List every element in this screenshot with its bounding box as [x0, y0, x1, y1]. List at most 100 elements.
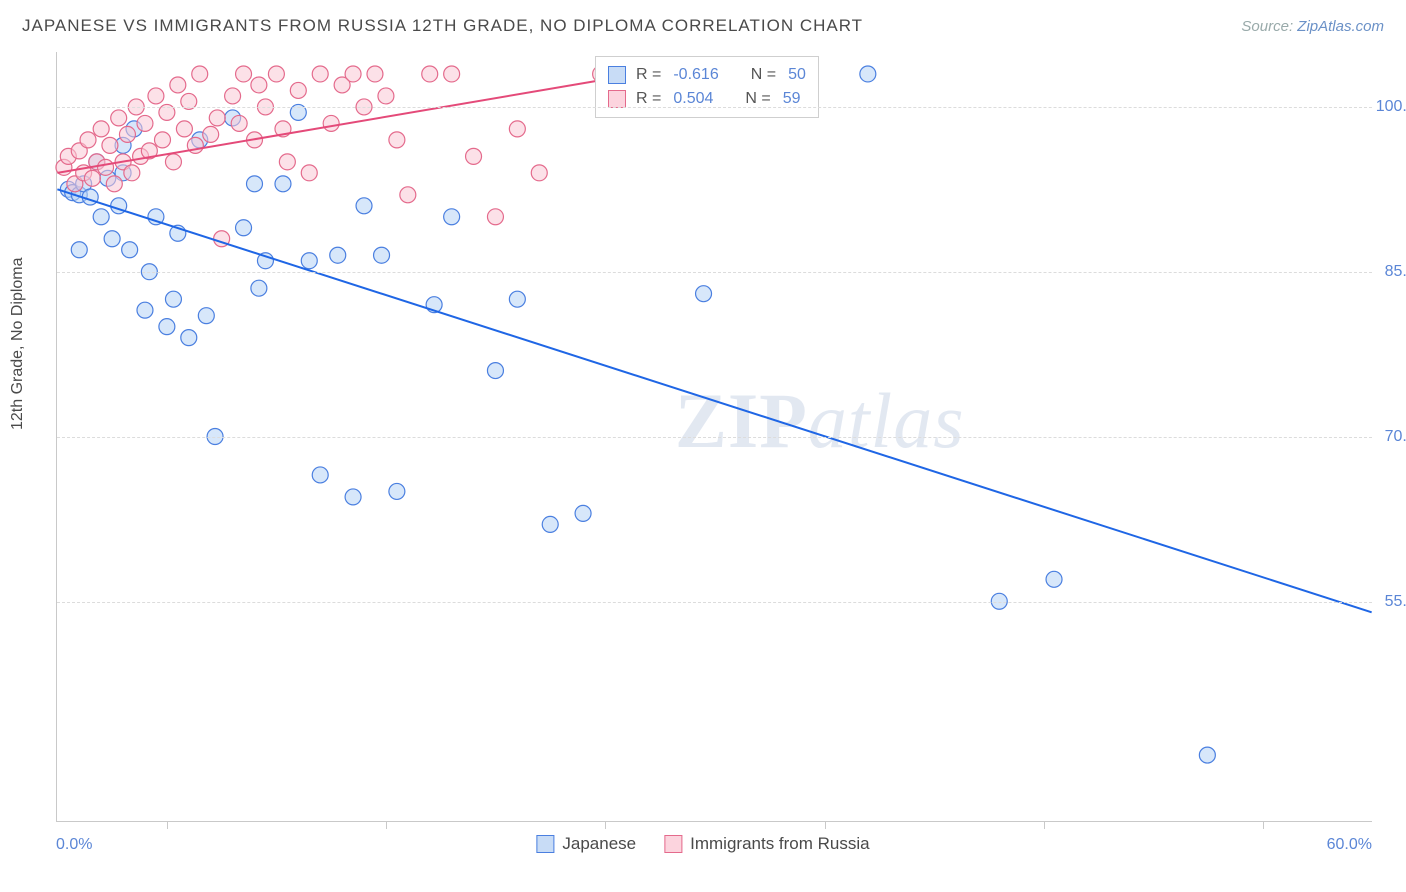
data-point-russia: [155, 132, 171, 148]
data-point-japanese: [165, 291, 181, 307]
x-tick: [386, 821, 387, 829]
header-bar: JAPANESE VS IMMIGRANTS FROM RUSSIA 12TH …: [22, 16, 1384, 36]
data-point-russia: [466, 148, 482, 164]
data-point-japanese: [542, 516, 558, 532]
data-point-japanese: [236, 220, 252, 236]
data-point-japanese: [1046, 571, 1062, 587]
data-point-japanese: [696, 286, 712, 302]
data-point-russia: [148, 88, 164, 104]
data-point-russia: [84, 170, 100, 186]
swatch-japanese: [608, 66, 626, 84]
source-attribution: Source: ZipAtlas.com: [1241, 18, 1384, 35]
data-point-japanese: [374, 247, 390, 263]
data-point-russia: [509, 121, 525, 137]
data-point-japanese: [137, 302, 153, 318]
data-point-russia: [203, 126, 219, 142]
data-point-russia: [290, 82, 306, 98]
data-point-russia: [236, 66, 252, 82]
n-label-0: N =: [751, 63, 776, 87]
data-point-russia: [93, 121, 109, 137]
data-point-japanese: [301, 253, 317, 269]
r-val-japanese: -0.616: [673, 63, 718, 87]
data-point-japanese: [104, 231, 120, 247]
data-point-russia: [124, 165, 140, 181]
data-point-japanese: [93, 209, 109, 225]
data-point-japanese: [487, 363, 503, 379]
x-axis-max-label: 60.0%: [1327, 836, 1372, 854]
data-point-russia: [301, 165, 317, 181]
data-point-russia: [268, 66, 284, 82]
data-point-russia: [98, 159, 114, 175]
data-point-japanese: [247, 176, 263, 192]
gridline: [57, 602, 1372, 603]
data-point-russia: [102, 137, 118, 153]
data-point-japanese: [198, 308, 214, 324]
data-point-russia: [279, 154, 295, 170]
legend-swatch-japanese: [536, 835, 554, 853]
x-axis-min-label: 0.0%: [56, 836, 92, 854]
y-tick-label: 100.0%: [1376, 98, 1406, 116]
data-point-japanese: [251, 280, 267, 296]
data-point-russia: [389, 132, 405, 148]
data-point-russia: [106, 176, 122, 192]
data-point-japanese: [275, 176, 291, 192]
data-point-russia: [111, 110, 127, 126]
data-point-russia: [378, 88, 394, 104]
data-point-russia: [531, 165, 547, 181]
x-tick: [825, 821, 826, 829]
data-point-japanese: [389, 483, 405, 499]
legend-label-russia: Immigrants from Russia: [690, 834, 869, 854]
data-point-russia: [312, 66, 328, 82]
data-point-russia: [225, 88, 241, 104]
x-tick: [605, 821, 606, 829]
gridline: [57, 437, 1372, 438]
data-point-japanese: [159, 319, 175, 335]
data-point-japanese: [444, 209, 460, 225]
data-point-russia: [422, 66, 438, 82]
data-point-japanese: [345, 489, 361, 505]
data-point-russia: [165, 154, 181, 170]
source-link[interactable]: ZipAtlas.com: [1297, 18, 1384, 35]
legend-swatch-russia: [664, 835, 682, 853]
n-val-japanese: 50: [788, 63, 806, 87]
y-axis-title: 12th Grade, No Diploma: [9, 257, 27, 430]
data-point-japanese: [181, 330, 197, 346]
data-point-russia: [367, 66, 383, 82]
data-point-japanese: [330, 247, 346, 263]
trend-line-japanese: [57, 189, 1371, 612]
y-tick-label: 55.0%: [1385, 593, 1406, 611]
data-point-japanese: [71, 242, 87, 258]
data-point-japanese: [509, 291, 525, 307]
data-point-japanese: [356, 198, 372, 214]
data-point-russia: [137, 115, 153, 131]
data-point-russia: [170, 77, 186, 93]
legend-item-russia: Immigrants from Russia: [664, 834, 869, 854]
stats-row-japanese: R = -0.616 N = 50: [608, 63, 806, 87]
swatch-russia: [608, 90, 626, 108]
y-tick-label: 70.0%: [1385, 428, 1406, 446]
data-point-japanese: [122, 242, 138, 258]
x-tick: [1044, 821, 1045, 829]
gridline: [57, 107, 1372, 108]
data-point-russia: [119, 126, 135, 142]
data-point-russia: [192, 66, 208, 82]
legend-label-japanese: Japanese: [562, 834, 636, 854]
gridline: [57, 272, 1372, 273]
x-tick: [167, 821, 168, 829]
data-point-russia: [487, 209, 503, 225]
data-point-japanese: [1199, 747, 1215, 763]
data-point-russia: [251, 77, 267, 93]
plot-area: ZIPatlas R = -0.616 N = 50 R = 0.504 N =…: [56, 52, 1372, 822]
data-point-russia: [176, 121, 192, 137]
data-point-russia: [444, 66, 460, 82]
x-tick: [1263, 821, 1264, 829]
data-point-russia: [209, 110, 225, 126]
legend-item-japanese: Japanese: [536, 834, 636, 854]
data-point-japanese: [575, 505, 591, 521]
data-point-japanese: [312, 467, 328, 483]
data-point-russia: [323, 115, 339, 131]
bottom-legend: Japanese Immigrants from Russia: [536, 834, 869, 854]
data-point-russia: [80, 132, 96, 148]
data-point-russia: [231, 115, 247, 131]
r-label-0: R =: [636, 63, 661, 87]
